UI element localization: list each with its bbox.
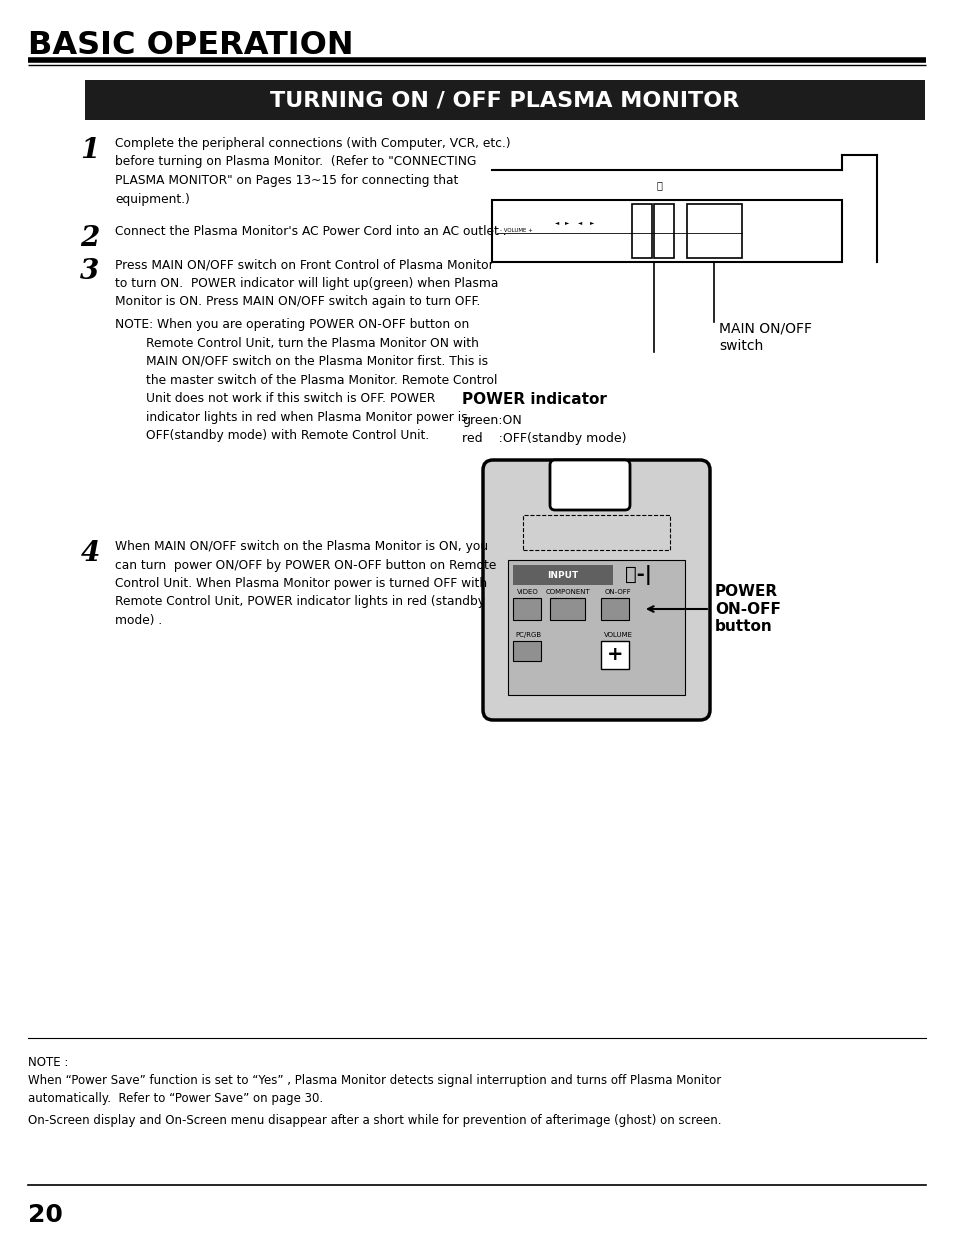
Bar bbox=[522, 515, 669, 550]
Bar bbox=[654, 204, 673, 258]
Text: ◄: ◄ bbox=[555, 221, 558, 226]
Bar bbox=[85, 80, 924, 120]
Text: 1: 1 bbox=[80, 137, 99, 164]
Bar bbox=[600, 598, 628, 620]
Text: - VOLUME +: - VOLUME + bbox=[499, 228, 533, 233]
Text: ⏻-|: ⏻-| bbox=[624, 564, 651, 585]
Text: VIDEO: VIDEO bbox=[517, 589, 538, 595]
Text: INPUT: INPUT bbox=[547, 571, 578, 579]
Text: When “Power Save” function is set to “Yes” , Plasma Monitor detects signal inter: When “Power Save” function is set to “Ye… bbox=[28, 1074, 720, 1105]
Text: ◄: ◄ bbox=[578, 221, 581, 226]
Text: Complete the peripheral connections (with Computer, VCR, etc.)
before turning on: Complete the peripheral connections (wit… bbox=[115, 137, 510, 205]
Bar bbox=[686, 204, 741, 258]
Text: 3: 3 bbox=[80, 258, 99, 285]
Text: NOTE: When you are operating POWER ON-OFF button on
        Remote Control Unit,: NOTE: When you are operating POWER ON-OF… bbox=[115, 317, 497, 442]
Text: PC/RGB: PC/RGB bbox=[515, 632, 540, 638]
Text: VOLUME: VOLUME bbox=[603, 632, 632, 638]
Bar bbox=[492, 200, 841, 262]
Text: NOTE :: NOTE : bbox=[28, 1056, 69, 1070]
Text: ►: ► bbox=[589, 221, 594, 226]
Text: Connect the Plasma Monitor's AC Power Cord into an AC outlet .: Connect the Plasma Monitor's AC Power Co… bbox=[115, 225, 506, 238]
Text: On-Screen display and On-Screen menu disappear after a short while for preventio: On-Screen display and On-Screen menu dis… bbox=[28, 1114, 720, 1128]
Bar bbox=[550, 598, 584, 620]
Bar bbox=[600, 641, 628, 669]
FancyBboxPatch shape bbox=[482, 459, 709, 720]
Bar bbox=[513, 641, 540, 661]
Text: When MAIN ON/OFF switch on the Plasma Monitor is ON, you
can turn  power ON/OFF : When MAIN ON/OFF switch on the Plasma Mo… bbox=[115, 540, 496, 627]
Text: ⏻: ⏻ bbox=[656, 180, 661, 190]
Text: ►: ► bbox=[564, 221, 569, 226]
Bar bbox=[631, 204, 651, 258]
Text: MAIN ON/OFF
switch: MAIN ON/OFF switch bbox=[719, 322, 811, 353]
Text: BASIC OPERATION: BASIC OPERATION bbox=[28, 30, 354, 61]
Bar bbox=[513, 564, 613, 585]
Text: 20: 20 bbox=[28, 1203, 63, 1228]
Text: +: + bbox=[606, 646, 622, 664]
Text: 4: 4 bbox=[80, 540, 99, 567]
FancyBboxPatch shape bbox=[550, 459, 629, 510]
Text: 2: 2 bbox=[80, 225, 99, 252]
Text: POWER indicator: POWER indicator bbox=[461, 391, 606, 408]
Text: red    :OFF(standby mode): red :OFF(standby mode) bbox=[461, 432, 626, 445]
Text: POWER
ON-OFF
button: POWER ON-OFF button bbox=[714, 584, 781, 634]
Text: ON-OFF: ON-OFF bbox=[604, 589, 631, 595]
Bar bbox=[513, 598, 540, 620]
Bar bbox=[507, 559, 684, 695]
Text: TURNING ON / OFF PLASMA MONITOR: TURNING ON / OFF PLASMA MONITOR bbox=[270, 90, 739, 110]
Text: Press MAIN ON/OFF switch on Front Control of Plasma Monitor
to turn ON.  POWER i: Press MAIN ON/OFF switch on Front Contro… bbox=[115, 258, 497, 308]
Text: green:ON: green:ON bbox=[461, 414, 521, 427]
Text: COMPONENT: COMPONENT bbox=[545, 589, 590, 595]
